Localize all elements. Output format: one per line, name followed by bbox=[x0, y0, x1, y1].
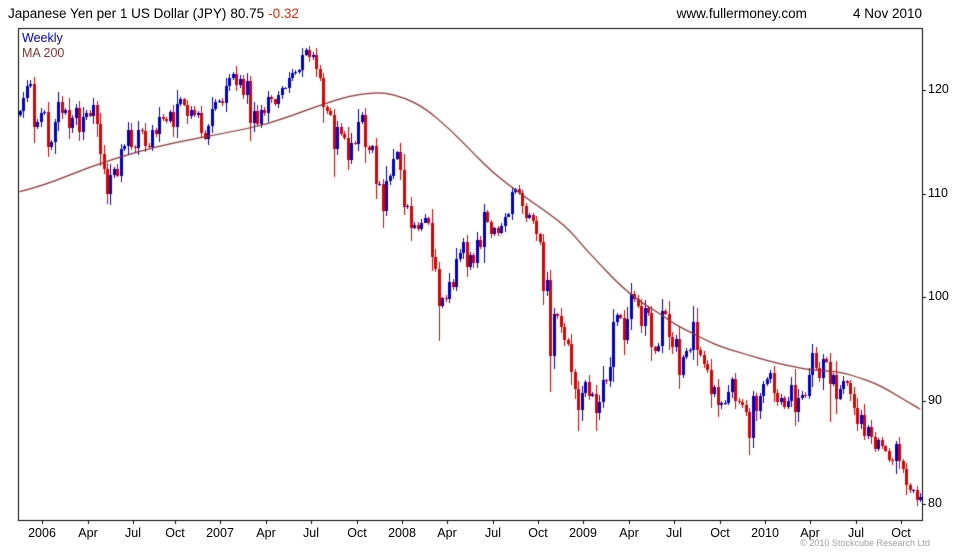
y-axis-tick-label: 120 bbox=[928, 82, 949, 96]
x-axis-tick-label: 2007 bbox=[206, 526, 234, 540]
chart-header: Japanese Yen per 1 US Dollar (JPY) 80.75-… bbox=[8, 6, 303, 21]
y-axis-tick-label: 100 bbox=[928, 289, 949, 303]
website-label: www.fullermoney.com bbox=[676, 6, 807, 21]
x-axis-tick-label: Apr bbox=[78, 526, 98, 540]
x-axis-tick-label: Oct bbox=[528, 526, 548, 540]
x-axis-tick-label: Apr bbox=[256, 526, 276, 540]
x-axis-tick-label: Jul bbox=[848, 526, 864, 540]
x-axis-tick-label: Apr bbox=[619, 526, 639, 540]
copyright-label: © 2010 Stockcube Research Ltd bbox=[800, 538, 930, 548]
x-axis-tick-label: Oct bbox=[165, 526, 185, 540]
x-axis-tick-label: 2008 bbox=[388, 526, 416, 540]
x-axis-tick-label: Oct bbox=[347, 526, 367, 540]
legend-ma200: MA 200 bbox=[22, 46, 65, 60]
x-axis-tick-label: Oct bbox=[891, 526, 911, 540]
x-axis-tick-label: Oct bbox=[710, 526, 730, 540]
x-axis-tick-label: Jul bbox=[125, 526, 141, 540]
y-axis-tick-label: 90 bbox=[928, 393, 942, 407]
y-axis-tick-label: 80 bbox=[928, 496, 942, 510]
last-price: 80.75 bbox=[230, 6, 265, 21]
x-axis-tick-label: 2006 bbox=[28, 526, 56, 540]
date-label: 4 Nov 2010 bbox=[852, 6, 922, 21]
x-axis-tick-label: 2010 bbox=[751, 526, 779, 540]
x-axis-tick-label: Apr bbox=[437, 526, 457, 540]
x-axis-tick-label: Jul bbox=[303, 526, 319, 540]
x-axis-tick-label: Jul bbox=[485, 526, 501, 540]
x-axis-tick-label: 2009 bbox=[569, 526, 597, 540]
x-axis-tick-label: Jul bbox=[666, 526, 682, 540]
y-axis-tick-label: 110 bbox=[928, 186, 948, 200]
x-axis-tick-label: Apr bbox=[800, 526, 820, 540]
legend-timeframe: Weekly bbox=[22, 31, 63, 45]
instrument-title: Japanese Yen per 1 US Dollar (JPY) bbox=[8, 6, 227, 21]
header-right: www.fullermoney.com 4 Nov 2010 bbox=[677, 6, 922, 21]
price-change: -0.32 bbox=[268, 6, 299, 21]
